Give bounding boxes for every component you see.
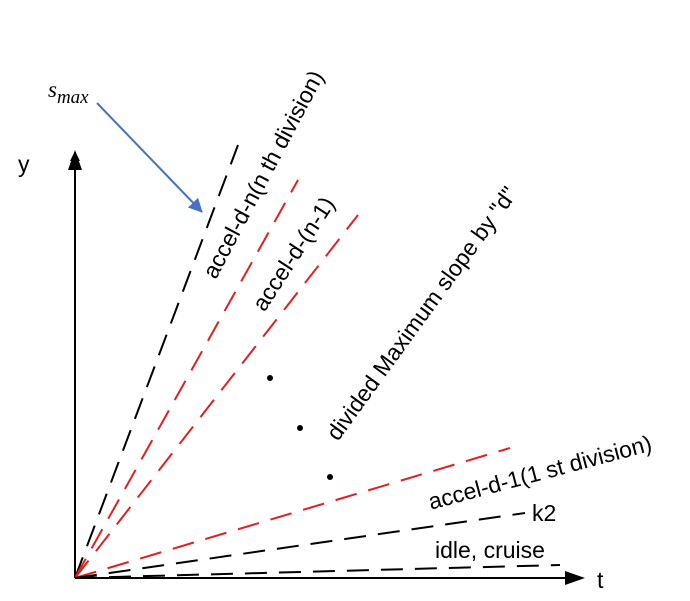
y-label: y: [18, 151, 30, 177]
x-label: t: [597, 567, 604, 593]
x-arrow: [565, 571, 585, 585]
line-idle: [74, 564, 561, 579]
line-nth: [74, 144, 239, 579]
dot: [267, 375, 273, 381]
symbol-base: s: [48, 77, 57, 102]
pointer-arrow: [96, 102, 203, 213]
symbol-subscript: max: [57, 87, 89, 108]
line-n-minus-1: [74, 179, 299, 579]
note: divided Maximum slope by "d": [321, 182, 522, 445]
label-idle: idle, cruise: [435, 537, 545, 563]
line-k2: [74, 512, 526, 579]
slope-lines: [74, 144, 561, 579]
dot: [327, 474, 333, 480]
line-first: [74, 447, 511, 579]
line-n-minus-2: [74, 214, 359, 579]
dot: [297, 425, 303, 431]
axes: [68, 150, 585, 585]
label-k2: k2: [532, 500, 556, 526]
y-arrow: [68, 150, 82, 170]
symbol: smax: [48, 77, 89, 108]
